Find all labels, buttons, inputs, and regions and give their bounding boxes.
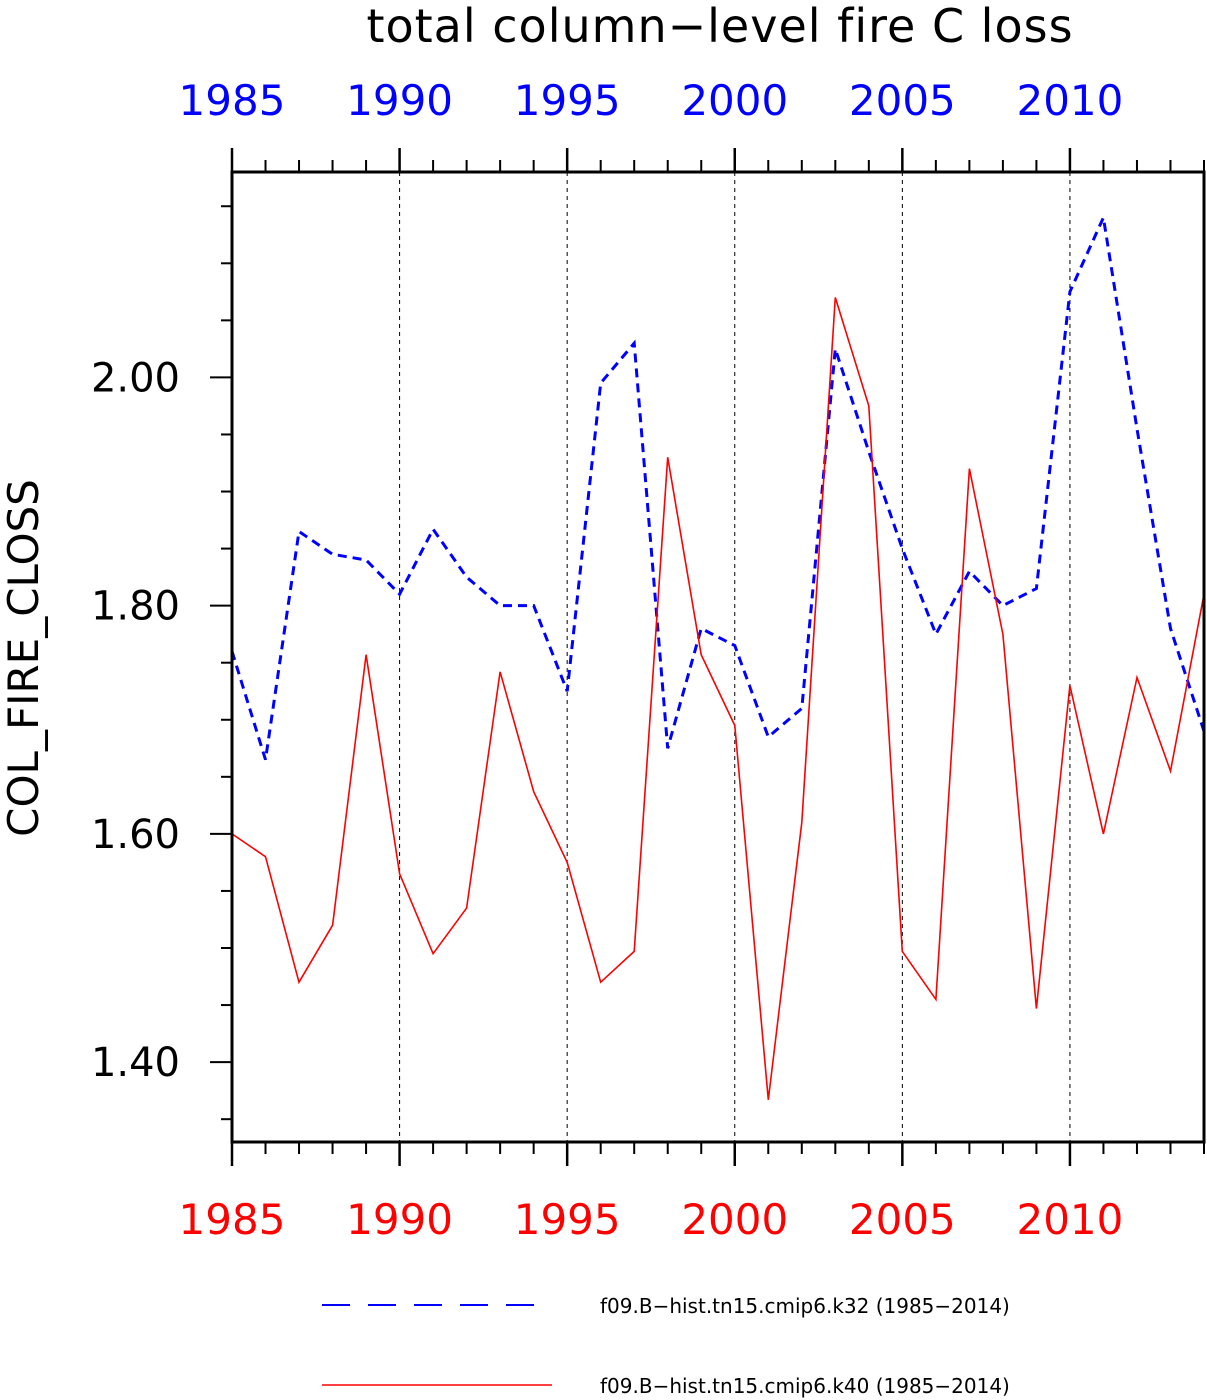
- xtick-bottom-label-1: 1990: [346, 1195, 453, 1244]
- ytick-label-3: 2.00: [91, 355, 180, 401]
- legend-label-k40: f09.B−hist.tn15.cmip6.k40 (1985−2014): [600, 1374, 1010, 1398]
- xtick-top-label-2: 1995: [514, 76, 621, 125]
- chart-title: total column−level fire C loss: [366, 0, 1073, 53]
- plot-frame: [230, 170, 1206, 1144]
- xtick-bottom-label-0: 1985: [179, 1195, 286, 1244]
- series-line-1: [231, 297, 1205, 1100]
- ytick-label-0: 1.40: [91, 1040, 180, 1086]
- tick-labels: 1.40 1.60 1.80 2.00 1985 1990 1995 2000 2005 2010…: [91, 76, 1123, 1244]
- xtick-bottom-label-3: 2000: [681, 1195, 788, 1244]
- gridlines: [399, 172, 1071, 1142]
- xtick-top-label-0: 1985: [179, 76, 286, 125]
- xtick-top-label-3: 2000: [681, 76, 788, 125]
- series-lines: [230, 212, 1206, 1100]
- axis-ticks: [210, 148, 1205, 1166]
- xtick-top-label-4: 2005: [849, 76, 956, 125]
- xtick-top-label-5: 2010: [1016, 76, 1123, 125]
- ytick-label-1: 1.60: [91, 812, 180, 858]
- xtick-bottom-label-5: 2010: [1016, 1195, 1123, 1244]
- legend-label-k32: f09.B−hist.tn15.cmip6.k32 (1985−2014): [600, 1294, 1010, 1318]
- series-line-0: [230, 212, 1206, 761]
- y-axis-label: COL_FIRE_CLOSS: [0, 479, 48, 837]
- ytick-label-2: 1.80: [91, 584, 180, 630]
- legend: f09.B−hist.tn15.cmip6.k32 (1985−2014) f0…: [322, 1294, 1010, 1398]
- xtick-bottom-label-4: 2005: [849, 1195, 956, 1244]
- xtick-top-label-1: 1990: [346, 76, 453, 125]
- xtick-bottom-label-2: 1995: [514, 1195, 621, 1244]
